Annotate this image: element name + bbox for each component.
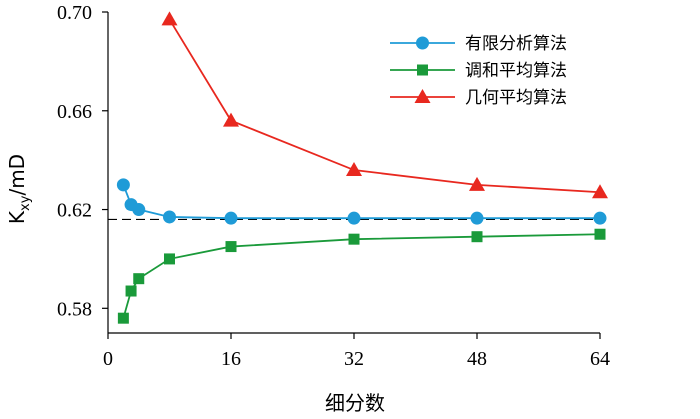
data-point-square bbox=[125, 285, 137, 297]
data-point-square bbox=[594, 228, 606, 240]
data-point-square bbox=[225, 241, 237, 253]
y-axis-title-unit: /mD bbox=[5, 154, 29, 196]
axes bbox=[102, 11, 601, 339]
legend-marker bbox=[416, 36, 429, 50]
y-tick-label: 0.58 bbox=[57, 298, 92, 320]
x-tick-label: 48 bbox=[467, 348, 487, 370]
data-point-square bbox=[348, 233, 360, 245]
data-point-triangle bbox=[592, 184, 608, 199]
series-3 bbox=[161, 11, 608, 199]
legend-label: 调和平均算法 bbox=[465, 61, 567, 81]
series-1 bbox=[116, 178, 607, 225]
data-point-circle bbox=[116, 178, 130, 192]
data-point-circle bbox=[163, 210, 176, 224]
data-point-triangle bbox=[223, 112, 239, 127]
legend-label: 几何平均算法 bbox=[465, 88, 567, 108]
tick-labels: 0 16 32 48 64 0.58 0.62 0.66 0.70 bbox=[57, 2, 610, 370]
data-point-square bbox=[133, 273, 145, 285]
x-tick-label: 32 bbox=[344, 348, 364, 370]
svg-text:Kxy/mD: Kxy/mD bbox=[5, 154, 33, 224]
legend-marker bbox=[414, 89, 431, 103]
data-point-triangle bbox=[346, 162, 362, 177]
y-axis-title: Kxy/mD bbox=[5, 154, 33, 224]
x-tick-label: 64 bbox=[590, 348, 610, 370]
data-point-triangle bbox=[161, 11, 178, 26]
data-point-triangle bbox=[469, 176, 485, 191]
series-lines bbox=[116, 11, 608, 324]
data-point-circle bbox=[347, 211, 361, 225]
data-point-circle bbox=[593, 211, 607, 225]
legend-label: 有限分析算法 bbox=[465, 34, 567, 54]
data-point-square bbox=[117, 312, 129, 324]
series-line bbox=[122, 233, 601, 319]
data-point-square bbox=[471, 231, 483, 243]
legend-marker bbox=[417, 64, 428, 76]
data-point-circle bbox=[132, 203, 146, 217]
y-axis-title-main: K bbox=[5, 210, 29, 224]
y-tick-label: 0.66 bbox=[57, 101, 92, 123]
legend-item: 几何平均算法 bbox=[390, 88, 567, 108]
legend-item: 调和平均算法 bbox=[390, 61, 567, 81]
x-tick-label: 0 bbox=[103, 348, 113, 370]
series-2 bbox=[117, 228, 606, 324]
legend-item: 有限分析算法 bbox=[390, 34, 567, 54]
y-tick-label: 0.62 bbox=[57, 200, 92, 222]
data-point-square bbox=[164, 253, 175, 265]
data-point-circle bbox=[224, 211, 238, 225]
x-tick-label: 16 bbox=[221, 348, 241, 370]
x-axis-title: 细分数 bbox=[325, 391, 385, 415]
y-axis-title-sub: xy bbox=[18, 195, 33, 211]
y-tick-label: 0.70 bbox=[57, 2, 92, 24]
data-point-circle bbox=[470, 211, 484, 225]
series-line bbox=[122, 184, 600, 220]
